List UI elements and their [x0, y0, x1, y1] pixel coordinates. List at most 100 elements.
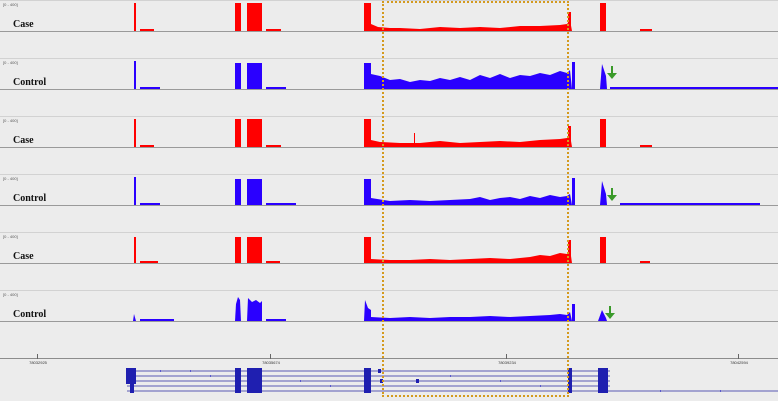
intron-marker	[660, 390, 661, 392]
low-coverage	[140, 29, 154, 31]
down-arrow-icon	[607, 188, 617, 201]
exon-peak	[235, 297, 241, 321]
exon-peak	[600, 3, 606, 31]
exon-peak	[600, 119, 606, 147]
low-coverage	[640, 29, 652, 31]
low-coverage	[140, 319, 174, 321]
exon-peak	[364, 179, 371, 205]
low-coverage	[266, 145, 281, 147]
track-divider	[0, 0, 778, 1]
track-baseline	[0, 263, 778, 264]
track-scale-label: [0 - 400]	[3, 2, 18, 7]
low-coverage	[140, 87, 160, 89]
exon-peak	[247, 63, 262, 89]
track-label: Control	[13, 77, 47, 88]
exon-block	[416, 379, 419, 383]
gene-annotation-track[interactable]	[0, 368, 778, 401]
low-coverage	[640, 145, 652, 147]
exon-peak	[600, 64, 607, 89]
exon-peak	[235, 237, 241, 263]
exon-block	[126, 368, 136, 374]
exon-peak	[134, 61, 136, 89]
coverage-plot	[134, 3, 652, 31]
exon-block	[130, 384, 134, 389]
track-scale-label: [0 - 400]	[3, 118, 18, 123]
track-label: Control	[13, 193, 47, 204]
exon-block	[378, 369, 381, 373]
exon-peak	[600, 181, 607, 205]
ruler-tick	[270, 354, 271, 359]
exon-block	[380, 379, 383, 383]
intron-coverage	[371, 70, 572, 89]
exon-block	[598, 368, 608, 393]
exon-peak	[568, 126, 571, 147]
intron-marker	[500, 380, 501, 382]
low-coverage	[620, 203, 760, 205]
track-baseline	[0, 321, 778, 322]
coverage-track[interactable]: [0 - 400] Case	[0, 0, 778, 58]
exon-peak	[134, 177, 136, 205]
exon-block	[235, 368, 241, 393]
exon-peak	[133, 314, 136, 321]
genomic-ruler: 78032925 78035674 78039234 78042594	[0, 348, 778, 368]
track-scale-label: [0 - 400]	[3, 292, 18, 297]
intron-coverage	[371, 194, 572, 205]
track-divider	[0, 58, 778, 59]
exon-peak	[247, 237, 262, 263]
exon-peak	[235, 3, 241, 31]
exon-block	[130, 389, 134, 393]
low-coverage	[266, 203, 296, 205]
exon-peak	[600, 237, 606, 263]
low-coverage	[140, 145, 154, 147]
coverage-track[interactable]: [0 - 400] Control	[0, 174, 778, 232]
ruler-tick-label: 78042594	[730, 360, 748, 365]
track-label: Case	[13, 251, 34, 262]
intron-marker	[300, 380, 301, 382]
intron-marker	[720, 390, 721, 392]
track-divider	[0, 116, 778, 117]
low-coverage	[266, 261, 280, 263]
intron-marker	[540, 385, 541, 387]
exon-peak	[364, 300, 371, 321]
exon-peak	[364, 63, 371, 89]
exon-block	[364, 368, 371, 393]
track-label: Case	[13, 19, 34, 30]
low-coverage	[140, 203, 160, 205]
track-scale-label: [0 - 400]	[3, 176, 18, 181]
exon-peak	[247, 119, 262, 147]
coverage-track[interactable]: [0 - 400] Case	[0, 116, 778, 174]
intron-marker	[190, 370, 191, 372]
coverage-track[interactable]: [0 - 400] Control	[0, 58, 778, 116]
exon-peak	[568, 12, 571, 31]
intron-marker	[450, 375, 451, 377]
coverage-plot	[134, 119, 652, 147]
ruler-tick	[738, 354, 739, 359]
exon-block	[247, 368, 262, 393]
transcript-models	[126, 368, 778, 393]
coverage-plot	[134, 177, 760, 205]
ruler-tick-label: 78032925	[29, 360, 47, 365]
track-baseline	[0, 147, 778, 148]
low-coverage	[266, 319, 286, 321]
coverage-track[interactable]: [0 - 400] Control	[0, 290, 778, 348]
exon-peak	[572, 62, 575, 89]
coverage-plot	[134, 237, 650, 263]
exon-peak	[247, 298, 262, 321]
track-divider	[0, 232, 778, 233]
track-divider	[0, 174, 778, 175]
intron-coverage	[371, 312, 572, 321]
exon-peak	[134, 119, 136, 147]
intron-coverage	[371, 135, 572, 147]
exon-peak	[414, 133, 415, 147]
coverage-track[interactable]: [0 - 400] Case	[0, 232, 778, 290]
low-coverage	[266, 29, 281, 31]
low-coverage	[640, 261, 650, 263]
track-scale-label: [0 - 400]	[3, 60, 18, 65]
down-arrow-icon	[607, 66, 617, 79]
exon-peak	[235, 63, 241, 89]
intron-marker	[210, 375, 211, 377]
track-baseline	[0, 31, 778, 32]
exon-peak	[568, 240, 571, 263]
exon-peak	[235, 119, 241, 147]
